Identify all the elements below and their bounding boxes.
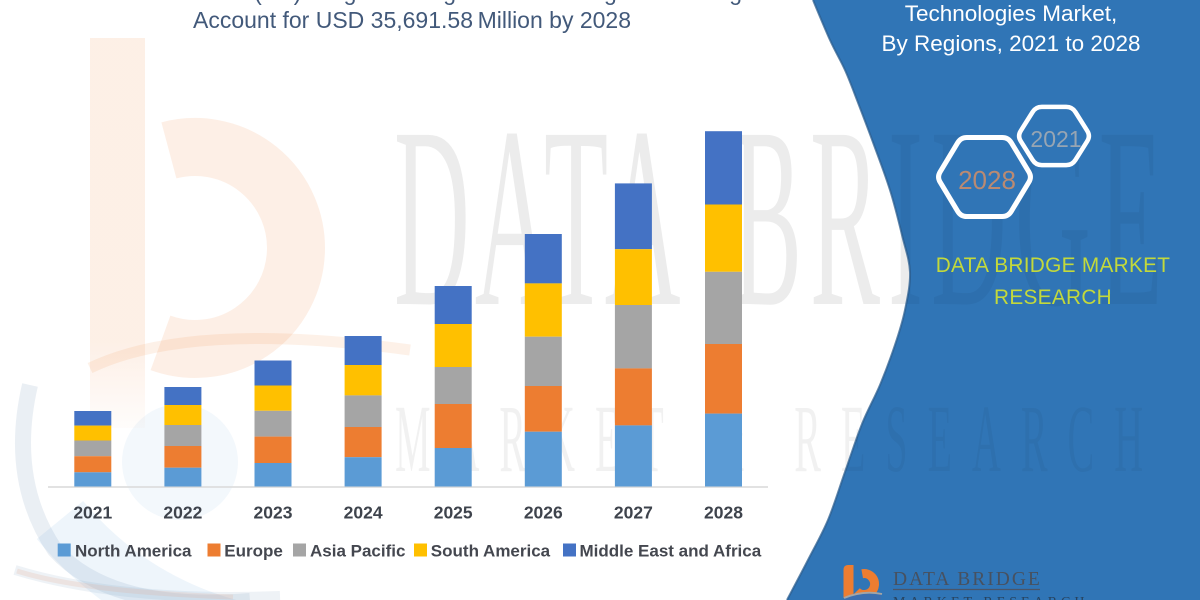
svg-text:Middle East and Africa: Middle East and Africa [580, 542, 762, 561]
svg-text:South America: South America [431, 542, 551, 561]
svg-text:North America: North America [75, 542, 192, 561]
svg-text:RESEARCH: RESEARCH [994, 286, 1112, 309]
svg-text:2028: 2028 [704, 502, 743, 522]
svg-text:Global (SN) Surgical Navigatio: Global (SN) Surgical Navigation Technolo… [181, 0, 773, 5]
svg-text:2024: 2024 [344, 502, 383, 522]
svg-text:2022: 2022 [163, 502, 202, 522]
svg-text:MARKET RESEARCH: MARKET RESEARCH [893, 595, 1088, 600]
svg-text:2027: 2027 [614, 502, 653, 522]
svg-text:By Regions, 2021 to 2028: By Regions, 2021 to 2028 [882, 31, 1141, 56]
svg-text:Technologies Market,: Technologies Market, [905, 1, 1118, 26]
svg-text:2023: 2023 [254, 502, 293, 522]
svg-text:2026: 2026 [524, 502, 563, 522]
svg-text:DATA BRIDGE: DATA BRIDGE [893, 569, 1042, 590]
svg-text:Asia Pacific: Asia Pacific [310, 542, 405, 561]
svg-text:Account for USD 35,691.58 Mill: Account for USD 35,691.58 Million by 202… [193, 7, 631, 33]
svg-text:2021: 2021 [73, 502, 112, 522]
svg-text:Europe: Europe [224, 542, 283, 561]
svg-text:2028: 2028 [958, 165, 1016, 195]
svg-text:DATA BRIDGE MARKET: DATA BRIDGE MARKET [936, 254, 1171, 277]
svg-text:2025: 2025 [434, 502, 473, 522]
svg-text:2021: 2021 [1030, 126, 1081, 152]
